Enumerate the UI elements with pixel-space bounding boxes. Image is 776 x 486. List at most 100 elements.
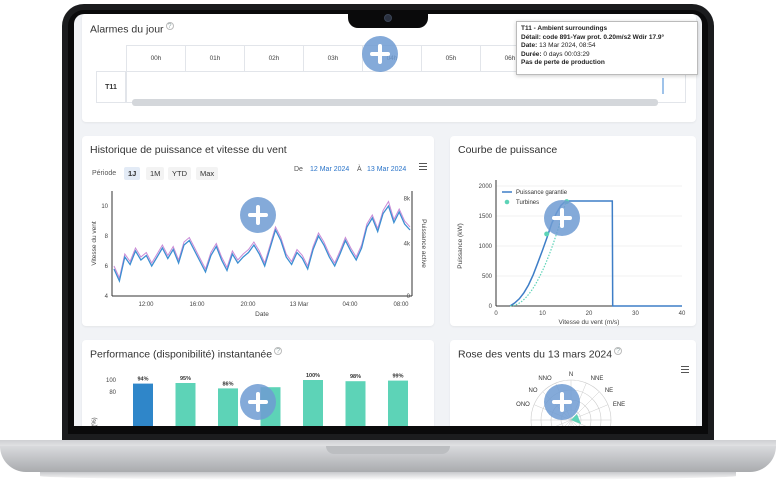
help-icon[interactable]: ? [165, 22, 174, 30]
bar-value-label: 98% [350, 374, 361, 380]
laptop-hinge [0, 440, 776, 448]
help-icon[interactable]: ? [614, 347, 623, 355]
performance-bar [175, 383, 196, 426]
performance-bar [133, 383, 153, 426]
from-date-input[interactable]: 12 Mar 2024 [310, 166, 350, 173]
period-button-max[interactable]: Max [196, 167, 219, 180]
to-label: À [357, 166, 362, 173]
windrose-spoke [564, 419, 572, 426]
laptop-groove [326, 446, 450, 454]
period-button-1m[interactable]: 1M [146, 167, 165, 180]
help-icon[interactable]: ? [274, 347, 283, 355]
y-tick-label: 80 [109, 390, 116, 396]
alarms-title: Alarmes du jour? [90, 22, 174, 36]
legend-guarantee: Puissance garantie [516, 190, 568, 196]
y-tick-label: 500 [482, 274, 493, 280]
y-tick-label: 1500 [479, 214, 493, 220]
alarm-tooltip: T11 - Ambient surroundings Détail: code … [516, 21, 698, 75]
turbine-label: T11 [96, 71, 126, 103]
performance-bar [388, 380, 408, 426]
bar-value-label: 86% [222, 381, 233, 387]
guarantee-curve [509, 200, 682, 307]
expand-plus-button[interactable] [240, 197, 276, 233]
y-tick-label: 0 [489, 304, 493, 310]
x-tick-label: 12:00 [138, 302, 154, 308]
hour-label: 02h [245, 46, 304, 72]
y-tick-label: 1000 [479, 244, 493, 250]
y-axis-label-left: Vitesse du vent [91, 221, 98, 266]
x-axis-label: Vitesse du vent (m/s) [559, 319, 620, 326]
from-label: De [294, 166, 303, 173]
bar-value-label: 100% [306, 373, 320, 379]
turbine-point [544, 231, 550, 237]
direction-label: ONO [516, 402, 530, 408]
series-line-1 [113, 204, 411, 284]
power-curve-title: Courbe de puissance [458, 144, 558, 156]
x-axis-label: Date [255, 311, 269, 318]
x-tick-label: 0 [494, 311, 498, 317]
legend-dot-icon [504, 199, 510, 205]
period-label: Période [92, 170, 117, 177]
windrose-sector [571, 414, 581, 424]
x-tick-label: 20:00 [240, 302, 256, 308]
period-button-ytd[interactable]: YTD [168, 167, 191, 180]
y-axis-label: Puissance (kW) [457, 223, 464, 269]
hour-label: 05h [422, 46, 481, 72]
laptop-shadow [40, 472, 736, 480]
direction-label: N [569, 372, 573, 378]
expand-plus-button[interactable] [362, 36, 398, 72]
y-tick-label: 100 [106, 378, 117, 384]
y-right-tick-label: 0 [407, 294, 411, 300]
menu-icon[interactable] [419, 163, 427, 170]
windrose-spoke [555, 419, 572, 426]
performance-title: Performance (disponibilité) instantanée? [90, 347, 283, 361]
hour-label: 03h [304, 46, 363, 72]
y-tick-label: 8 [105, 234, 109, 240]
power-curve-chart: 2000 1500 1000 500 00 10 20 30 40 Vitesse du vent… [457, 180, 686, 326]
bar-value-label: 95% [180, 376, 191, 382]
expand-plus-button[interactable] [544, 200, 580, 236]
direction-label: NNO [538, 376, 552, 382]
expand-plus-button[interactable] [544, 384, 580, 420]
history-title: Historique de puissance et vitesse du ve… [90, 144, 287, 156]
y-right-tick-label: 8k [404, 197, 411, 203]
camera-icon [384, 14, 392, 22]
direction-label: NO [529, 388, 538, 394]
legend-turbines: Turbines [516, 200, 539, 206]
performance-bar [345, 381, 366, 426]
performance-bar [303, 380, 323, 426]
x-tick-label: 10 [539, 311, 546, 317]
x-tick-label: 08:00 [393, 302, 409, 308]
menu-icon[interactable] [681, 366, 689, 373]
windrose-title: Rose des vents du 13 mars 2024? [458, 347, 623, 361]
direction-label: ENE [613, 402, 625, 408]
x-tick-label: 13 Mar [290, 302, 309, 308]
x-tick-label: 40 [679, 311, 686, 317]
y-tick-label: 4 [105, 294, 109, 300]
direction-label: NE [605, 388, 613, 394]
hour-label: 00h [127, 46, 186, 72]
performance-bar [218, 388, 238, 426]
hour-label: 01h [186, 46, 245, 72]
x-tick-label: 16:00 [189, 302, 205, 308]
expand-plus-button[interactable] [240, 384, 276, 420]
alarm-event-marker[interactable] [662, 78, 664, 94]
y-tick-label: 2000 [479, 184, 493, 190]
y-right-tick-label: 4k [404, 242, 411, 248]
x-tick-label: 30 [632, 311, 639, 317]
windrose-spoke [570, 419, 578, 426]
timeline-scrollbar[interactable] [132, 99, 658, 106]
windrose-spoke [570, 419, 587, 426]
to-date-input[interactable]: 13 Mar 2024 [367, 166, 407, 173]
y-axis-label-right: Puissance active [420, 219, 427, 268]
y-tick-label: 10 [101, 204, 108, 210]
y-tick-label: 6 [105, 264, 109, 270]
bar-value-label: 94% [137, 377, 148, 383]
y-axis-label: (%) [92, 417, 98, 426]
series-line-0 [113, 200, 411, 280]
period-button-1j[interactable]: 1J [124, 167, 141, 180]
dashboard-screen: Alarmes du jour? 00h01h02h03h04h05h06h T… [74, 14, 702, 426]
x-tick-label: 04:00 [342, 302, 358, 308]
direction-label: NNE [591, 376, 604, 382]
bar-value-label: 99% [392, 374, 403, 380]
